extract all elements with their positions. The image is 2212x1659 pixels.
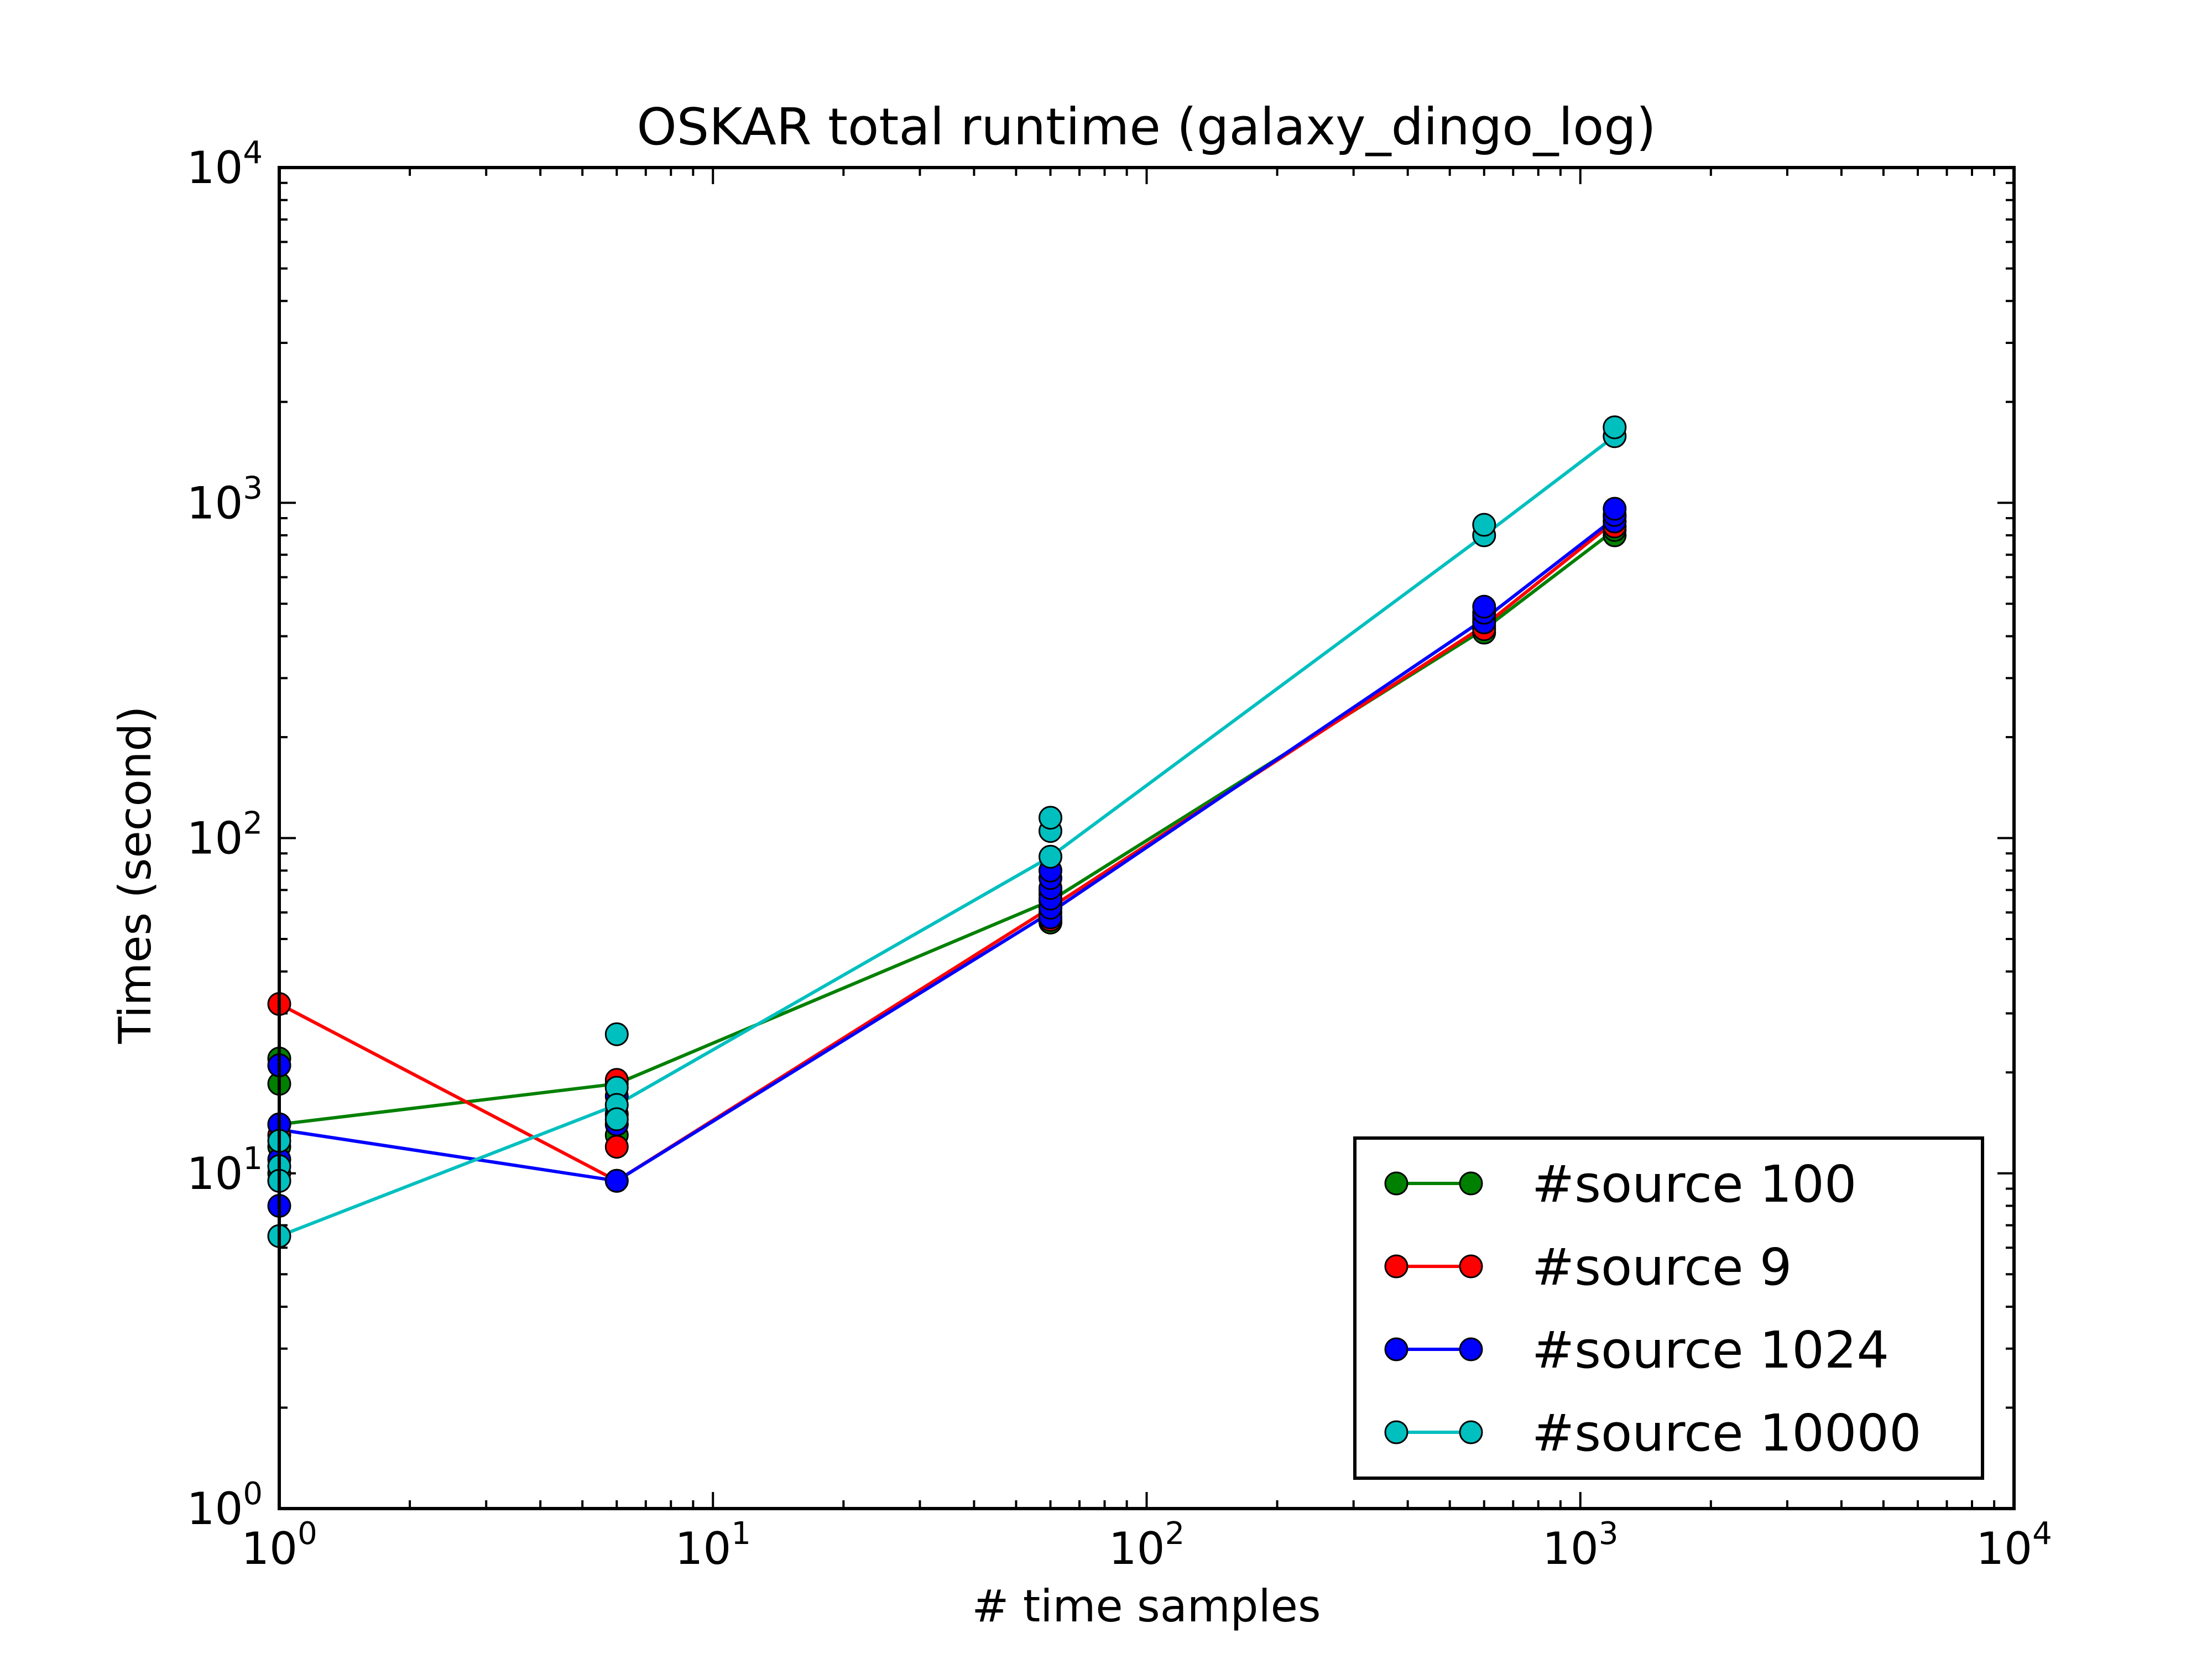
data-point-series-3 — [604, 1107, 629, 1131]
legend-label-2: #source 1024 — [1532, 1321, 1889, 1380]
series-line-1 — [278, 520, 1616, 1183]
y-axis-label: Times (second) — [109, 706, 161, 1045]
legend-marker-3 — [1384, 1420, 1408, 1444]
y-tick-label-base: 10 — [187, 142, 243, 194]
x-tick-label-base: 10 — [1976, 1523, 2032, 1574]
x-tick-label-base: 10 — [1542, 1523, 1599, 1574]
y-tick-label: 104 — [187, 135, 263, 194]
x-tick-label: 104 — [1976, 1516, 2052, 1574]
data-point-series-3 — [604, 1022, 629, 1046]
legend-marker-0 — [1459, 1171, 1483, 1196]
x-tick-label-base: 10 — [1109, 1523, 1165, 1574]
y-tick-label-exponent: 2 — [243, 806, 263, 842]
plot-frame — [278, 166, 2016, 1510]
y-tick-label-base: 10 — [187, 1148, 243, 1199]
y-tick-label: 103 — [187, 470, 263, 529]
x-tick-label-exponent: 4 — [2032, 1516, 2052, 1552]
y-tick-label: 100 — [187, 1476, 263, 1535]
series-line-3 — [278, 435, 1616, 1238]
y-tick-label-base: 10 — [187, 477, 243, 529]
x-tick-label-exponent: 2 — [1165, 1516, 1185, 1552]
legend-marker-2 — [1459, 1337, 1483, 1361]
data-point-series-1 — [604, 1135, 629, 1159]
y-tick-label-base: 10 — [187, 1483, 243, 1535]
x-tick-label: 100 — [241, 1516, 317, 1574]
legend-label-0: #source 100 — [1532, 1155, 1856, 1214]
y-tick-label: 102 — [187, 806, 263, 864]
legend-marker-3 — [1459, 1420, 1483, 1444]
y-tick-label-base: 10 — [187, 813, 243, 864]
legend-marker-1 — [1459, 1254, 1483, 1279]
series-markers — [267, 415, 1627, 1248]
data-point-series-3 — [1472, 513, 1496, 537]
legend-box — [1353, 1136, 1984, 1480]
legend-label-3: #source 10000 — [1532, 1404, 1922, 1463]
legend-marker-0 — [1384, 1171, 1408, 1196]
y-tick-label-exponent: 3 — [243, 470, 263, 506]
x-tick-label-base: 10 — [241, 1523, 298, 1574]
data-point-series-2 — [1603, 497, 1627, 521]
x-tick-label-exponent: 3 — [1599, 1516, 1619, 1552]
data-point-series-3 — [1603, 415, 1627, 440]
x-tick-label-base: 10 — [675, 1523, 732, 1574]
chart-title: OSKAR total runtime (galaxy_dingo_log) — [637, 97, 1656, 156]
x-tick-label-exponent: 1 — [731, 1516, 751, 1552]
y-tick-label: 101 — [187, 1141, 263, 1199]
x-tick-label: 103 — [1542, 1516, 1618, 1574]
y-tick-label-exponent: 4 — [243, 135, 263, 171]
series-lines — [278, 435, 1616, 1238]
legend-marker-2 — [1384, 1337, 1408, 1361]
x-tick-label: 101 — [675, 1516, 751, 1574]
y-tick-label-exponent: 1 — [243, 1141, 263, 1177]
data-point-series-3 — [1039, 806, 1062, 830]
data-point-series-3 — [1039, 844, 1062, 869]
x-tick-label: 102 — [1109, 1516, 1185, 1574]
data-point-series-2 — [1472, 594, 1496, 619]
y-tick-label-exponent: 0 — [243, 1476, 263, 1512]
x-axis-label: # time samples — [972, 1580, 1321, 1632]
series-line-2 — [279, 517, 1616, 1183]
legend-marker-1 — [1384, 1254, 1408, 1279]
series-line-0 — [279, 528, 1616, 1126]
x-tick-label-exponent: 0 — [298, 1516, 317, 1552]
data-point-series-2 — [604, 1168, 629, 1193]
legend-label-1: #source 9 — [1532, 1238, 1792, 1297]
legend: #source 100 #source 9 #source 1024 #source … — [1353, 1136, 1984, 1480]
